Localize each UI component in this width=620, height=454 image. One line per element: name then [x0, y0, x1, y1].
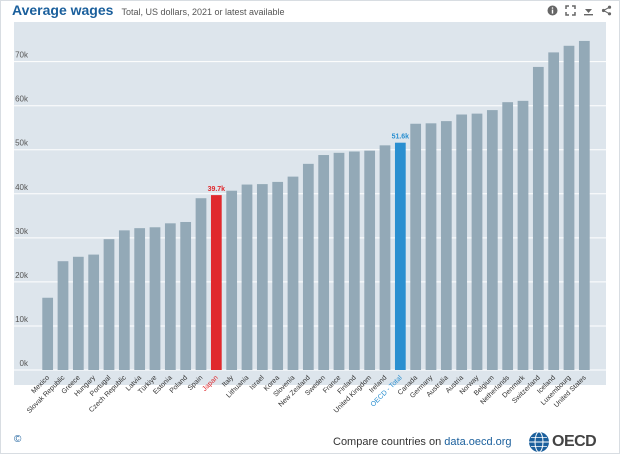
- y-tick-label: 0k: [20, 359, 29, 368]
- bar[interactable]: [134, 228, 146, 370]
- bar[interactable]: [226, 190, 238, 370]
- data-label: 51.6k: [392, 134, 410, 141]
- bar[interactable]: [471, 113, 483, 371]
- bar[interactable]: [364, 150, 376, 370]
- bar[interactable]: [502, 102, 514, 370]
- bar[interactable]: [210, 195, 222, 370]
- bar[interactable]: [57, 261, 69, 370]
- bar[interactable]: [149, 227, 161, 370]
- bar[interactable]: [287, 176, 299, 370]
- x-tick-label: Japan: [201, 374, 220, 393]
- data-oecd-link[interactable]: data.oecd.org: [444, 436, 512, 448]
- bar[interactable]: [333, 152, 345, 370]
- y-tick-label: 20k: [15, 271, 29, 280]
- chart-footer: © Compare countries on data.oecd.org OEC…: [0, 430, 620, 454]
- bar[interactable]: [256, 184, 268, 370]
- y-tick-label: 50k: [15, 139, 29, 148]
- bar[interactable]: [394, 142, 406, 370]
- y-tick-label: 30k: [15, 227, 29, 236]
- bar[interactable]: [532, 66, 544, 371]
- fullscreen-icon[interactable]: [564, 4, 576, 16]
- y-tick-label: 40k: [15, 183, 29, 192]
- bar[interactable]: [410, 123, 422, 371]
- bar[interactable]: [88, 254, 100, 370]
- bar[interactable]: [118, 230, 130, 370]
- copyright-link[interactable]: ©: [14, 434, 22, 445]
- compare-countries-text: Compare countries on data.oecd.org: [333, 436, 512, 448]
- bar[interactable]: [548, 52, 560, 371]
- chart-header: Average wages Total, US dollars, 2021 or…: [12, 2, 285, 22]
- bar[interactable]: [440, 121, 452, 370]
- bar[interactable]: [42, 297, 54, 370]
- bar[interactable]: [348, 151, 360, 370]
- y-tick-label: 70k: [15, 51, 29, 60]
- bar[interactable]: [563, 45, 575, 370]
- chart-title: Average wages: [12, 2, 114, 18]
- chart-toolbar: [546, 4, 612, 16]
- oecd-globe-icon: [529, 431, 549, 453]
- bar[interactable]: [241, 184, 253, 370]
- bar[interactable]: [517, 100, 529, 370]
- data-label: 39.7k: [208, 186, 226, 193]
- bar[interactable]: [180, 221, 192, 370]
- bar[interactable]: [456, 114, 468, 370]
- bar[interactable]: [272, 181, 284, 370]
- info-icon[interactable]: [546, 4, 558, 16]
- bar[interactable]: [302, 163, 314, 370]
- bar[interactable]: [379, 145, 391, 370]
- bar[interactable]: [425, 123, 437, 370]
- bar[interactable]: [72, 256, 84, 370]
- y-tick-label: 60k: [15, 95, 29, 104]
- bar[interactable]: [318, 155, 330, 370]
- share-icon[interactable]: [600, 4, 612, 16]
- y-tick-label: 10k: [15, 315, 29, 324]
- compare-label: Compare countries on: [333, 436, 445, 448]
- bar[interactable]: [164, 223, 176, 370]
- bar[interactable]: [486, 110, 498, 371]
- bar[interactable]: [578, 40, 590, 370]
- bar[interactable]: [103, 239, 115, 370]
- chart-subtitle: Total, US dollars, 2021 or latest availa…: [121, 7, 285, 17]
- oecd-logo[interactable]: OECD: [528, 431, 597, 453]
- bar[interactable]: [195, 198, 207, 370]
- oecd-logo-text: OECD: [552, 433, 597, 450]
- download-icon[interactable]: [582, 4, 594, 16]
